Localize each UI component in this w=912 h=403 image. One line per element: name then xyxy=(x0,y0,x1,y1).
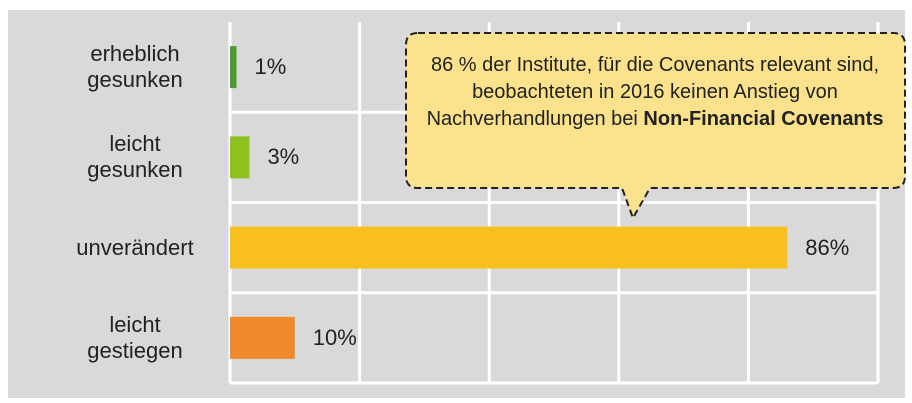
category-label: unverändert xyxy=(76,234,194,260)
category-label: leicht gesunken xyxy=(87,131,183,183)
annotation-text: 86 % der Institute, für die Covenants re… xyxy=(426,54,880,130)
bar xyxy=(230,136,250,179)
bar xyxy=(230,226,788,269)
category-label: leicht gestiegen xyxy=(87,311,183,363)
bar xyxy=(230,316,295,359)
callout xyxy=(405,32,906,221)
value-label: 1% xyxy=(254,54,287,80)
value-label: 10% xyxy=(312,324,357,350)
value-label: 3% xyxy=(267,144,300,170)
bar xyxy=(230,46,237,89)
annotation: 86 % der Institute, für die Covenants re… xyxy=(410,52,900,133)
annotation-bold: Non-Financial Covenants xyxy=(643,108,884,130)
value-label: 86% xyxy=(805,234,850,260)
category-label: erheblich gesunken xyxy=(87,41,183,93)
